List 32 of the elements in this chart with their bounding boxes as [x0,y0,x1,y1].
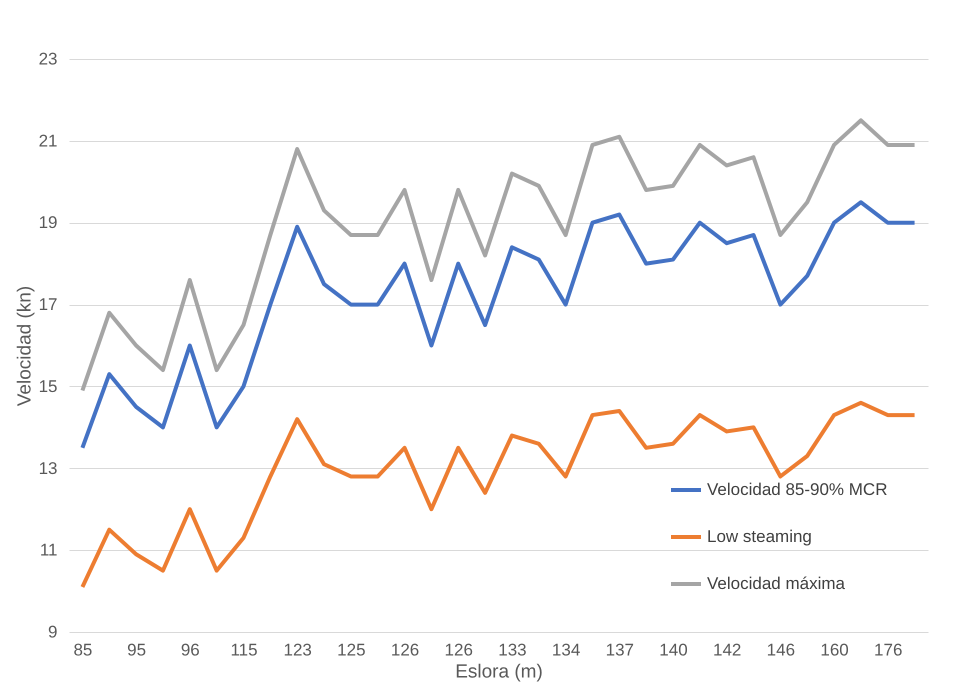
legend-label: Velocidad máxima [707,574,846,593]
x-tick-label: 146 [766,640,796,660]
y-tick-label: 21 [38,131,58,150]
y-tick-label: 9 [48,622,58,642]
y-tick-label: 13 [38,458,58,478]
x-tick-label: 85 [73,640,92,660]
x-tick-label: 137 [606,640,634,660]
x-tick-label: 95 [127,640,146,660]
x-tick-label: 115 [230,640,258,660]
y-tick-label: 17 [38,295,58,314]
line-series [80,200,917,450]
x-tick-label: 96 [180,640,200,660]
x-tick-label: 160 [820,640,849,660]
y-tick-label: 15 [38,376,58,396]
x-tick-label: 125 [337,640,366,660]
legend-label: Low steaming [707,527,812,546]
y-tick-label: 23 [38,50,58,68]
line-series [80,118,917,393]
x-tick-label: 126 [390,640,420,660]
line-series [80,400,917,589]
legend-label: Velocidad 85-90% MCR [707,480,888,499]
x-tick-label: 133 [498,640,527,660]
y-tick-label: 11 [40,540,58,560]
x-tick-label: 140 [659,640,688,660]
y-tick-label: 19 [38,213,58,232]
x-axis-title: Eslora (m) [455,662,543,682]
x-tick-label: 134 [552,640,580,660]
x-tick-label: 123 [283,640,312,660]
x-tick-label: 126 [444,640,473,660]
x-tick-label: 142 [712,640,742,660]
x-tick-label: 176 [874,640,902,660]
y-axis-title: Velocidad (kn) [14,286,36,406]
